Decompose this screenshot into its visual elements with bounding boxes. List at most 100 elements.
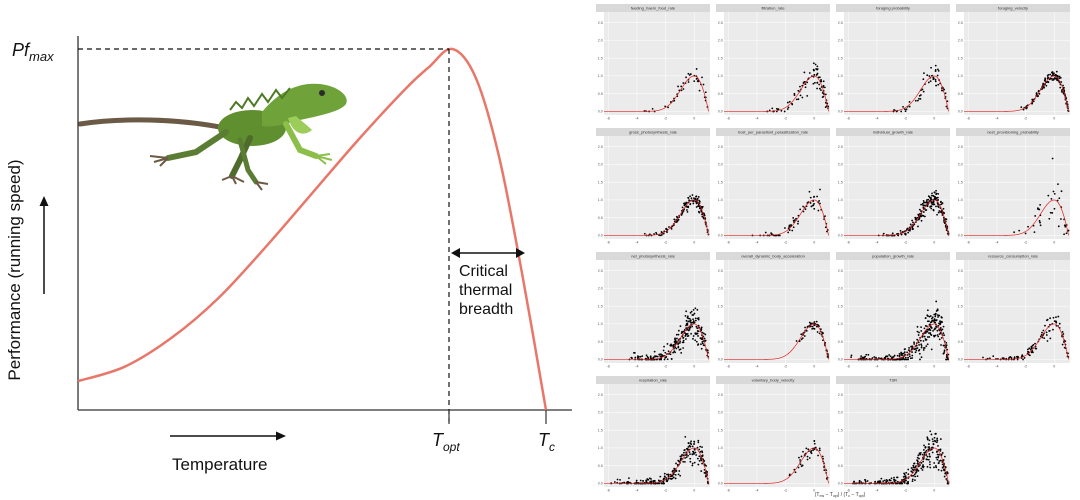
- data-point: [704, 333, 707, 336]
- data-point: [693, 440, 696, 443]
- data-point: [934, 315, 937, 318]
- data-point: [658, 358, 661, 361]
- data-point: [882, 480, 885, 483]
- data-point: [797, 98, 800, 101]
- y-tick-label: 2.5: [718, 145, 723, 149]
- data-point: [917, 454, 920, 457]
- data-point: [918, 452, 921, 455]
- data-point: [928, 336, 931, 338]
- data-point: [793, 92, 796, 95]
- data-point: [902, 105, 904, 108]
- data-point: [930, 207, 933, 210]
- data-point: [682, 339, 685, 342]
- data-point: [824, 226, 827, 229]
- data-point: [790, 224, 792, 226]
- data-point: [691, 453, 694, 456]
- x-tick-label: -6: [727, 117, 730, 121]
- data-point: [818, 332, 821, 335]
- data-point: [813, 440, 816, 442]
- data-point: [824, 215, 826, 218]
- y-tick-label: 0.0: [838, 482, 843, 486]
- y-tick-label: 0.5: [718, 340, 723, 344]
- y-tick-label: 1.0: [958, 198, 963, 202]
- data-point: [695, 68, 698, 70]
- x-tick-label: -2: [664, 365, 667, 369]
- data-point: [935, 325, 938, 328]
- data-point: [904, 353, 906, 356]
- data-point: [1045, 334, 1048, 336]
- data-point: [932, 194, 935, 197]
- data-point: [903, 348, 906, 351]
- facet-strip: [716, 4, 830, 12]
- data-point: [940, 200, 942, 203]
- data-point: [641, 355, 644, 358]
- y-tick-label: 1.5: [838, 428, 843, 432]
- x-tick-label: 0: [693, 365, 695, 369]
- x-tick-label: 0: [933, 241, 935, 245]
- data-point: [915, 347, 917, 350]
- data-point: [1035, 92, 1038, 95]
- data-point: [920, 210, 922, 212]
- data-point: [664, 105, 667, 108]
- data-point: [700, 343, 702, 346]
- data-point: [934, 78, 937, 81]
- y-tick-label: 2.0: [838, 287, 843, 291]
- data-point: [645, 354, 648, 357]
- data-point: [1037, 89, 1040, 92]
- data-point: [677, 329, 680, 332]
- data-point: [915, 349, 918, 352]
- data-point: [924, 215, 926, 218]
- data-point: [938, 333, 941, 335]
- data-point: [775, 107, 778, 110]
- data-point: [1052, 328, 1054, 331]
- y-tick-label: 1.0: [598, 446, 603, 450]
- data-point: [915, 465, 917, 467]
- data-point: [918, 97, 920, 100]
- y-tick-label: 0.0: [838, 234, 843, 238]
- data-point: [910, 470, 913, 473]
- data-point: [880, 357, 883, 360]
- data-point: [674, 473, 677, 476]
- data-point: [701, 462, 703, 465]
- data-point: [924, 209, 927, 212]
- data-point: [800, 455, 803, 458]
- data-point: [696, 317, 699, 320]
- data-point: [679, 455, 682, 458]
- data-point: [919, 451, 922, 454]
- data-point: [907, 356, 909, 359]
- data-point: [1047, 194, 1050, 197]
- y-tick-label: 1.5: [718, 56, 723, 60]
- data-point: [816, 331, 819, 333]
- data-point: [777, 108, 780, 111]
- data-point: [1032, 351, 1034, 354]
- data-point: [926, 336, 929, 338]
- data-point: [919, 358, 921, 361]
- data-point: [911, 478, 914, 481]
- data-point: [913, 341, 915, 344]
- data-point: [915, 217, 918, 220]
- data-point: [688, 199, 690, 202]
- data-point: [1059, 76, 1062, 79]
- data-point: [815, 320, 818, 323]
- data-point: [667, 106, 669, 109]
- data-point: [1057, 225, 1060, 228]
- y-tick-label: 2.0: [718, 163, 723, 167]
- y-tick-label: 2.5: [838, 21, 843, 25]
- data-point: [1042, 329, 1045, 332]
- data-point: [768, 109, 771, 112]
- data-point: [935, 441, 938, 444]
- data-point: [683, 460, 686, 463]
- data-point: [922, 90, 925, 93]
- data-point: [900, 233, 903, 236]
- data-point: [940, 469, 943, 472]
- data-point: [820, 78, 822, 81]
- x-tick-label: -6: [727, 365, 730, 369]
- data-point: [882, 232, 885, 235]
- data-point: [925, 338, 928, 341]
- data-point: [816, 81, 819, 84]
- data-point: [695, 206, 698, 208]
- facet-plot-area: [964, 136, 1070, 239]
- data-point: [797, 220, 800, 223]
- data-point: [797, 89, 800, 92]
- data-point: [916, 347, 919, 349]
